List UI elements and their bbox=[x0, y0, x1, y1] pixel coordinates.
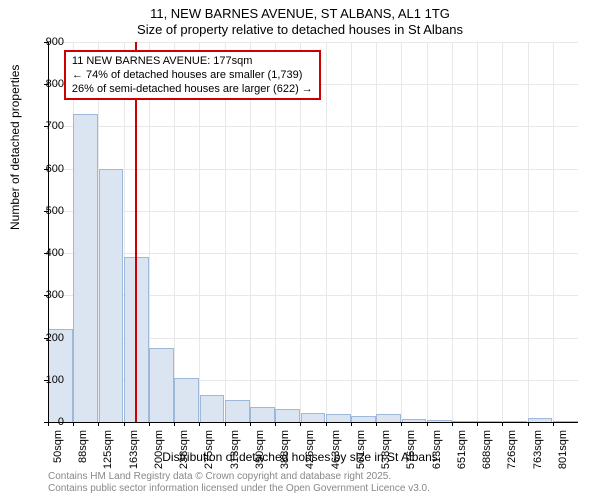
y-tick-label: 400 bbox=[34, 247, 64, 259]
x-tick-mark bbox=[477, 422, 478, 426]
y-tick-mark bbox=[44, 380, 48, 381]
y-tick-mark bbox=[44, 338, 48, 339]
annotation-line1: 11 NEW BARNES AVENUE: 177sqm bbox=[72, 54, 313, 68]
gridline-h bbox=[48, 42, 578, 43]
histogram-bar bbox=[275, 409, 300, 422]
y-tick-mark bbox=[44, 42, 48, 43]
gridline-h bbox=[48, 126, 578, 127]
x-tick-mark bbox=[124, 422, 125, 426]
y-tick-mark bbox=[44, 253, 48, 254]
x-tick-mark bbox=[300, 422, 301, 426]
chart-title-line2: Size of property relative to detached ho… bbox=[0, 22, 600, 37]
gridline-v bbox=[502, 42, 503, 422]
y-tick-label: 600 bbox=[34, 163, 64, 175]
footer-line2: Contains public sector information licen… bbox=[48, 483, 430, 494]
y-axis-line bbox=[48, 42, 49, 422]
gridline-v bbox=[326, 42, 327, 422]
y-tick-mark bbox=[44, 126, 48, 127]
footer-line1: Contains HM Land Registry data © Crown c… bbox=[48, 471, 391, 482]
gridline-v bbox=[427, 42, 428, 422]
y-tick-mark bbox=[44, 295, 48, 296]
x-tick-mark bbox=[528, 422, 529, 426]
y-tick-label: 500 bbox=[34, 205, 64, 217]
gridline-v bbox=[351, 42, 352, 422]
histogram-bar bbox=[73, 114, 98, 422]
y-tick-label: 900 bbox=[34, 36, 64, 48]
x-tick-mark bbox=[452, 422, 453, 426]
histogram-bar bbox=[225, 400, 250, 422]
histogram-bar bbox=[301, 413, 326, 422]
gridline-h bbox=[48, 169, 578, 170]
x-tick-mark bbox=[174, 422, 175, 426]
x-tick-mark bbox=[250, 422, 251, 426]
annotation-line2: ← 74% of detached houses are smaller (1,… bbox=[72, 68, 313, 82]
x-tick-mark bbox=[502, 422, 503, 426]
x-axis-line bbox=[48, 422, 578, 423]
gridline-v bbox=[528, 42, 529, 422]
y-tick-label: 700 bbox=[34, 120, 64, 132]
x-tick-mark bbox=[351, 422, 352, 426]
gridline-v bbox=[477, 42, 478, 422]
annotation-line3: 26% of semi-detached houses are larger (… bbox=[72, 82, 313, 96]
histogram-bar bbox=[376, 414, 401, 422]
histogram-bar bbox=[174, 378, 199, 422]
histogram-bar bbox=[250, 407, 275, 422]
x-tick-mark bbox=[553, 422, 554, 426]
x-tick-mark bbox=[48, 422, 49, 426]
gridline-v bbox=[553, 42, 554, 422]
gridline-h bbox=[48, 211, 578, 212]
annotation-box: 11 NEW BARNES AVENUE: 177sqm← 74% of det… bbox=[64, 50, 321, 101]
x-tick-mark bbox=[225, 422, 226, 426]
y-tick-label: 100 bbox=[34, 374, 64, 386]
y-axis-label: Number of detached properties bbox=[8, 65, 22, 230]
chart-title-line1: 11, NEW BARNES AVENUE, ST ALBANS, AL1 1T… bbox=[0, 6, 600, 21]
x-tick-mark bbox=[149, 422, 150, 426]
x-tick-mark bbox=[275, 422, 276, 426]
y-tick-mark bbox=[44, 84, 48, 85]
gridline-v bbox=[401, 42, 402, 422]
histogram-bar bbox=[326, 414, 351, 422]
histogram-bar bbox=[149, 348, 174, 422]
y-tick-label: 800 bbox=[34, 78, 64, 90]
gridline-h bbox=[48, 253, 578, 254]
x-tick-mark bbox=[98, 422, 99, 426]
y-tick-label: 0 bbox=[34, 416, 64, 428]
y-tick-label: 200 bbox=[34, 332, 64, 344]
x-tick-mark bbox=[376, 422, 377, 426]
x-tick-mark bbox=[427, 422, 428, 426]
y-tick-mark bbox=[44, 211, 48, 212]
x-tick-mark bbox=[199, 422, 200, 426]
gridline-v bbox=[376, 42, 377, 422]
y-tick-label: 300 bbox=[34, 289, 64, 301]
x-tick-mark bbox=[73, 422, 74, 426]
x-tick-mark bbox=[326, 422, 327, 426]
plot-area: 11 NEW BARNES AVENUE: 177sqm← 74% of det… bbox=[48, 42, 578, 422]
x-axis-label: Distribution of detached houses by size … bbox=[0, 450, 600, 464]
gridline-v bbox=[452, 42, 453, 422]
histogram-bar bbox=[99, 169, 124, 422]
y-tick-mark bbox=[44, 169, 48, 170]
x-tick-mark bbox=[401, 422, 402, 426]
histogram-bar bbox=[200, 395, 225, 422]
